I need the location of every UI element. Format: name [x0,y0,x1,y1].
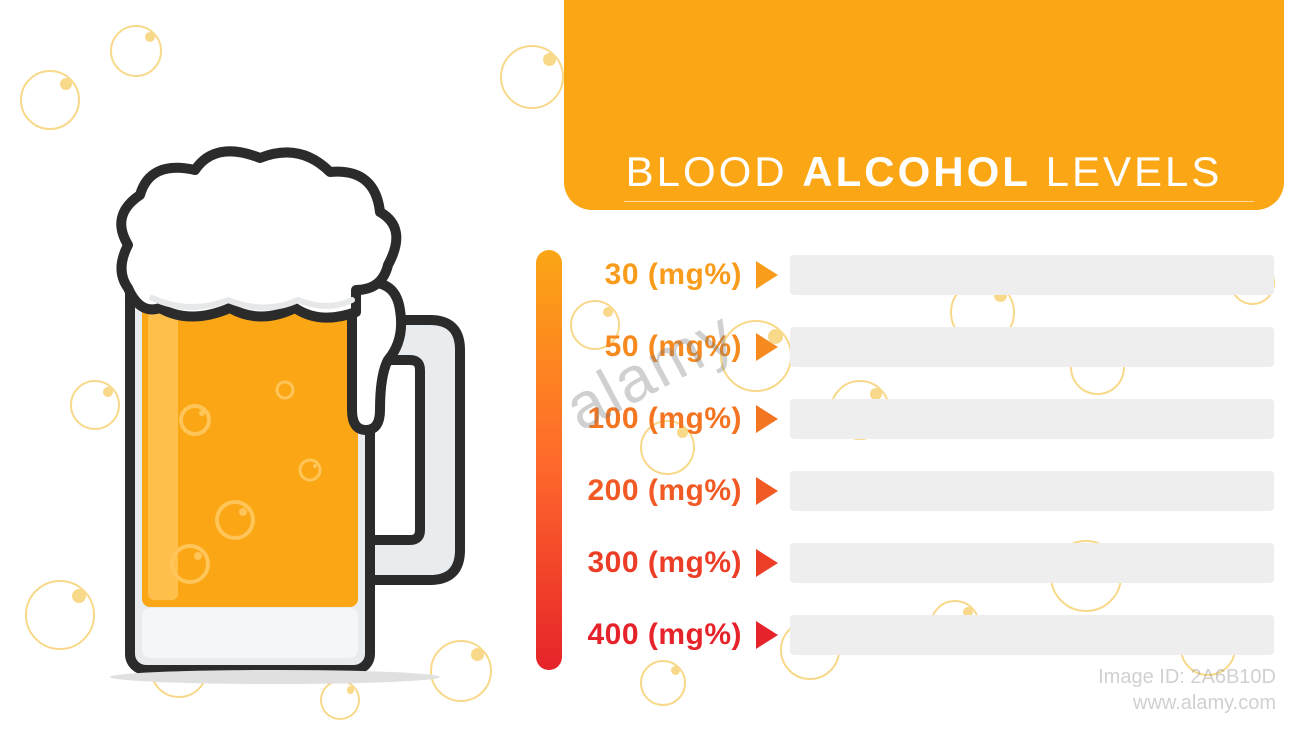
triangle-icon [756,333,778,361]
title-suffix: LEVELS [1046,148,1223,195]
level-label: 200 (mg%) [576,474,756,508]
level-bar [790,327,1274,367]
level-bar [790,615,1274,655]
beer-mug-icon [60,120,490,680]
level-label: 50 (mg%) [576,330,756,364]
title-prefix: BLOOD [626,148,788,195]
level-row: 200 (mg%) [576,464,1274,518]
mug-shadow [110,670,440,684]
infographic-title: BLOOD ALCOHOL LEVELS [564,148,1284,196]
level-bar [790,543,1274,583]
watermark-url: www.alamy.com [1098,690,1276,716]
bubble-icon [640,660,686,706]
triangle-icon [756,477,778,505]
triangle-icon [756,261,778,289]
level-row: 300 (mg%) [576,536,1274,590]
watermark-image-id: Image ID: 2A6B10D [1098,664,1276,690]
beer-mug-illustration [60,120,490,680]
title-bold: ALCOHOL [802,148,1031,195]
level-bar [790,471,1274,511]
level-label: 100 (mg%) [576,402,756,436]
triangle-icon [756,621,778,649]
level-label: 30 (mg%) [576,258,756,292]
level-bar [790,255,1274,295]
level-row: 50 (mg%) [576,320,1274,374]
title-underline [624,201,1254,202]
severity-gradient-bar [536,250,562,670]
levels-list: 30 (mg%) 50 (mg%) 100 (mg%) 200 (mg%) 300 (m… [576,248,1274,662]
level-row: 400 (mg%) [576,608,1274,662]
level-row: 30 (mg%) [576,248,1274,302]
level-label: 300 (mg%) [576,546,756,580]
level-label: 400 (mg%) [576,618,756,652]
triangle-icon [756,549,778,577]
level-row: 100 (mg%) [576,392,1274,446]
bubble-icon [110,25,162,77]
level-bar [790,399,1274,439]
bubble-icon [320,680,360,720]
header-band: BLOOD ALCOHOL LEVELS [564,0,1284,210]
watermark-corner: Image ID: 2A6B10D www.alamy.com [1098,664,1276,716]
triangle-icon [756,405,778,433]
bubble-icon [500,45,564,109]
